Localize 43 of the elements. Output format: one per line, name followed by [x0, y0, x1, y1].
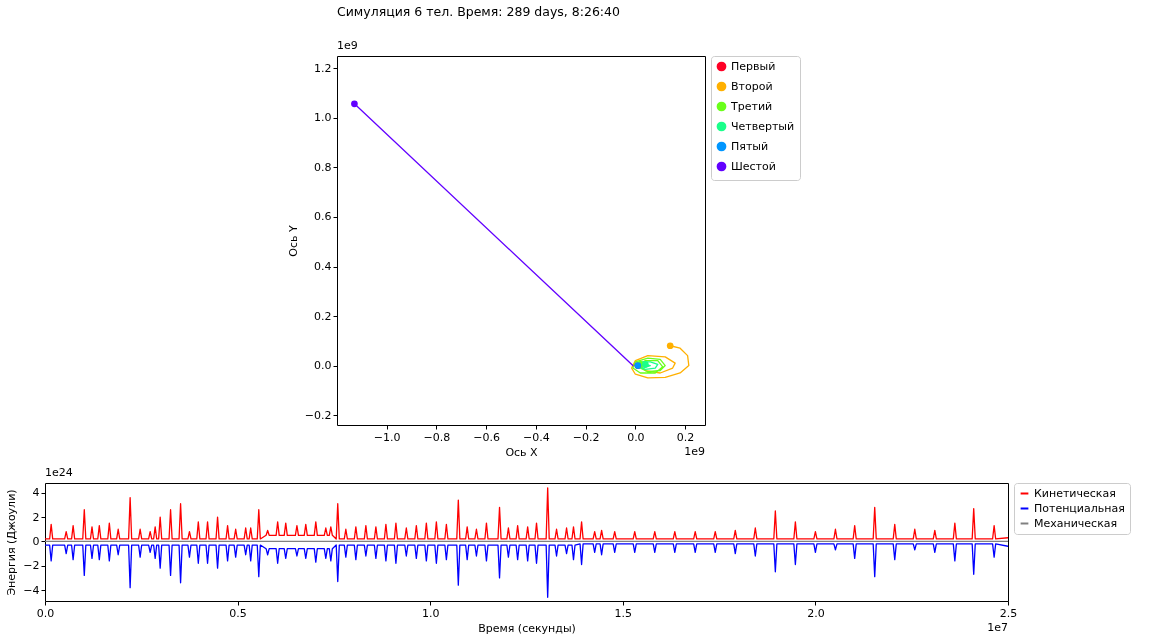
legend-label: Второй	[731, 79, 773, 93]
x-axis-title: Время (секунды)	[478, 621, 576, 634]
x-tick-label: −1.0	[373, 430, 401, 444]
legend-label: Четвертый	[731, 119, 795, 133]
y-tick-label: 0	[32, 534, 40, 548]
x-tick-label: 1.0	[421, 606, 440, 620]
x-tick-label: 0.0	[627, 430, 645, 444]
x-tick-label: −0.4	[523, 430, 550, 444]
y-tick-label: −2	[23, 559, 40, 573]
y-axis-title: Энергия (Джоули)	[5, 489, 19, 596]
y-tick-label: 0.0	[314, 359, 332, 373]
y-tick-label: −0.2	[304, 408, 332, 422]
text: 1e9	[684, 445, 705, 458]
x-tick-label: 1.5	[614, 606, 633, 620]
legend-label: Третий	[730, 99, 773, 113]
y-tick-label: 0.4	[314, 260, 332, 273]
legend-label: Шестой	[731, 159, 776, 173]
legend-label: Кинетическая	[1034, 486, 1116, 500]
x-axis-title: Ось X	[505, 445, 539, 459]
y-tick-label: −4	[23, 583, 40, 597]
x-tick-label: 2.5	[999, 606, 1018, 620]
x-tick-label: −0.8	[423, 430, 451, 444]
y-tick-label: 4	[32, 486, 40, 500]
y-tick-label: 0.6	[314, 210, 332, 224]
y-tick-label: 0.2	[314, 309, 332, 323]
y-axis-title: Ось Y	[286, 225, 300, 257]
x-tick-label: 0.2	[676, 430, 695, 444]
x-tick-label: −0.2	[572, 430, 600, 444]
legend-label: Первый	[731, 59, 776, 73]
legend-label: Механическая	[1034, 516, 1118, 530]
y-tick-label: 1.2	[314, 61, 332, 75]
x-tick-label: −0.6	[473, 430, 501, 444]
x-tick-label: 2.0	[807, 606, 825, 620]
text: 1e9	[337, 39, 358, 52]
legend-label: Потенциальная	[1034, 501, 1125, 515]
y-tick-label: 0.8	[314, 160, 332, 174]
x-tick-label: 0.5	[229, 606, 247, 620]
y-tick-label: 2	[32, 510, 40, 524]
chart-title: Симуляция 6 тел. Время: 289 days, 8:26:40	[337, 3, 620, 19]
text: 1e24	[45, 466, 73, 479]
y-tick-label: 1.0	[314, 111, 332, 125]
legend-label: Пятый	[731, 139, 769, 153]
text: 1e7	[987, 621, 1008, 634]
